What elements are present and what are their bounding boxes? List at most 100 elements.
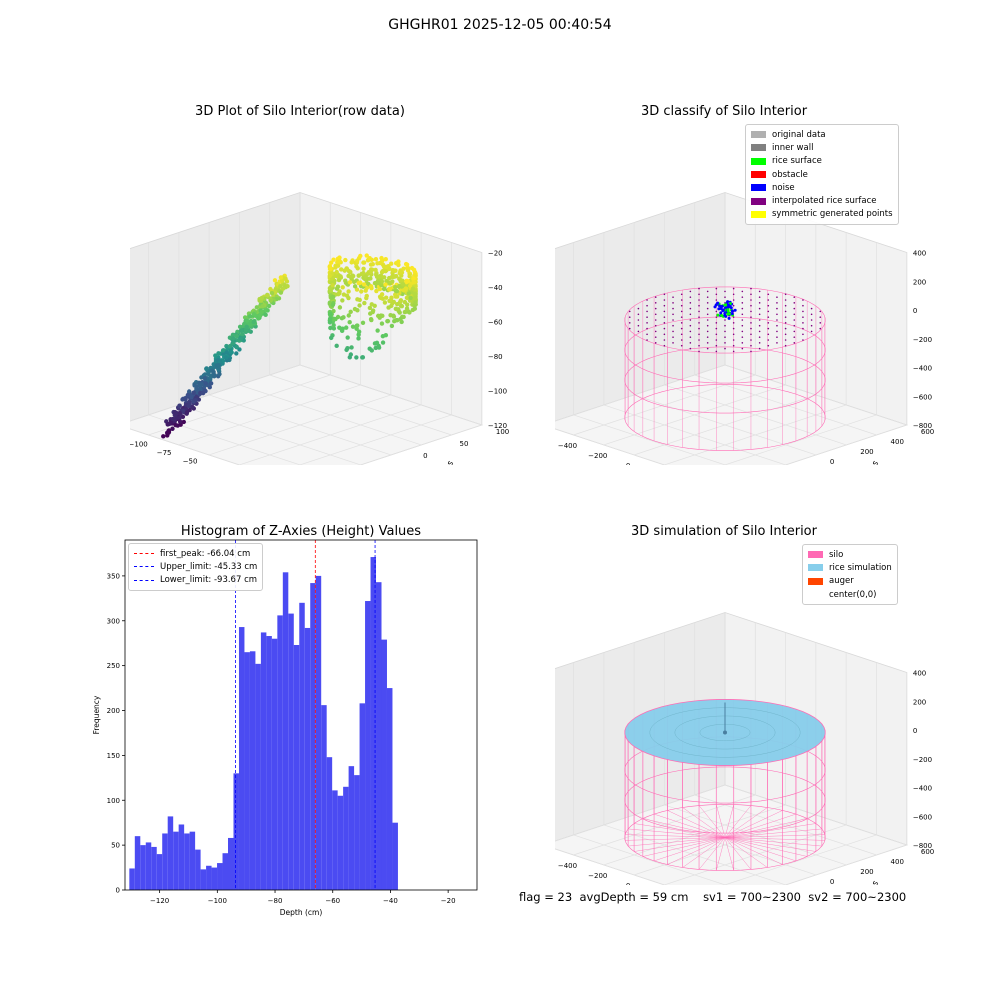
data-point (364, 253, 369, 258)
surface-point (732, 287, 735, 290)
legend-item: Upper_limit: -45.33 cm (134, 560, 257, 573)
grid-line (555, 428, 666, 465)
surface-point (750, 344, 752, 347)
data-point (379, 321, 385, 326)
legend-label: rice surface (772, 156, 822, 167)
surface-point (637, 313, 640, 316)
x-tick-label: −75 (157, 449, 172, 457)
histogram-bar (145, 842, 152, 890)
surface-point (784, 322, 787, 324)
surface-point (819, 310, 822, 313)
data-point (370, 309, 375, 315)
data-point (213, 353, 218, 358)
data-point (328, 288, 333, 293)
surface-point (750, 293, 752, 296)
surface-point (776, 319, 778, 321)
surface-point (706, 347, 709, 350)
legend-label: interpolated rice surface (772, 196, 877, 207)
data-point (359, 289, 364, 294)
y-tick-label: 50 (111, 842, 120, 850)
surface-point (758, 347, 761, 350)
histogram-bar (343, 786, 349, 890)
status-footer: flag = 23 avgDepth = 59 cm sv1 = 700~230… (519, 890, 906, 904)
silo-floor-wire (724, 804, 734, 838)
classify-3d-plot: −600−400−2000200400600−600−400−200020040… (555, 191, 934, 465)
legend-swatch (751, 210, 766, 218)
surface-point (802, 316, 804, 318)
surface-point (637, 324, 640, 327)
data-point (403, 261, 409, 267)
grid-line (555, 848, 666, 885)
z-tick-label: −40 (488, 284, 503, 292)
surface-point (767, 304, 770, 307)
histogram-bar (255, 663, 261, 890)
data-point (242, 321, 247, 327)
y-tick-label: 200 (860, 448, 873, 456)
data-point (404, 306, 410, 311)
data-point (344, 266, 350, 272)
data-point (356, 273, 361, 278)
data-point (367, 256, 372, 261)
data-point (357, 303, 362, 308)
data-point (367, 346, 372, 351)
surface-point (672, 319, 674, 321)
histogram-bar (348, 766, 355, 890)
z-tick-label: 0 (913, 307, 917, 315)
histogram-bar (354, 775, 360, 890)
data-point (386, 305, 391, 310)
data-point (399, 304, 405, 309)
classified-point (721, 309, 725, 313)
data-point (349, 345, 354, 350)
classified-point (726, 309, 730, 313)
histogram-bar (277, 615, 283, 890)
data-point (177, 403, 182, 409)
surface-point (637, 319, 640, 321)
histogram-bar (151, 846, 157, 890)
silo-floor-wire (724, 837, 822, 847)
data-point (405, 302, 410, 307)
surface-point (750, 327, 752, 330)
data-point (368, 269, 373, 275)
surface-point (672, 336, 674, 338)
data-point (346, 273, 351, 279)
histogram-chart: −120 −100 −80 −60 −40 −20 0 50 100 150 200 250 300 35… (92, 539, 478, 917)
histogram-bar (288, 613, 294, 890)
data-point (383, 282, 388, 287)
data-point (396, 284, 402, 289)
data-point (229, 350, 234, 355)
surface-point (793, 307, 796, 310)
data-point (398, 316, 403, 322)
surface-point (767, 333, 770, 336)
surface-point (802, 299, 804, 301)
data-point (413, 296, 418, 302)
x-tick-label: −100 (208, 897, 227, 905)
legend-item: rice surface (751, 155, 893, 168)
data-point (389, 261, 394, 266)
surface-point (802, 339, 804, 341)
surface-point (715, 310, 718, 313)
data-point (328, 325, 333, 331)
data-point (278, 283, 283, 289)
surface-point (654, 324, 657, 327)
data-point (383, 256, 388, 262)
data-point (190, 404, 195, 410)
data-point (161, 434, 166, 439)
silo-floor-wire (654, 813, 726, 838)
data-point (363, 274, 368, 279)
data-point (208, 381, 214, 386)
surface-point (706, 290, 709, 293)
data-point (272, 278, 278, 283)
classified-point (716, 313, 720, 317)
histogram-bar (189, 831, 196, 890)
data-point (383, 333, 389, 338)
surface-point (646, 310, 648, 313)
surface-point (732, 327, 735, 330)
data-point (224, 355, 229, 360)
silo-floor-wire (698, 805, 726, 838)
data-point (375, 328, 380, 333)
data-point (379, 292, 385, 297)
surface-point (776, 296, 778, 298)
surface-point (706, 330, 709, 333)
x-tick-label: −50 (183, 458, 198, 465)
surface-point (715, 322, 718, 324)
